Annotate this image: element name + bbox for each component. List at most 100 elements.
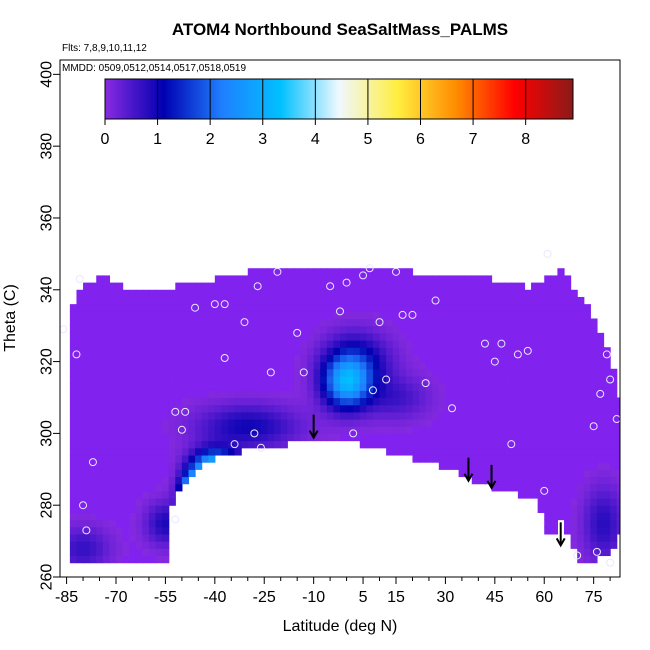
heatmap-cell <box>155 447 163 456</box>
heatmap-cell <box>102 541 111 549</box>
heatmap-cell <box>340 282 348 291</box>
heatmap-cell <box>188 440 196 449</box>
heatmap-cell <box>603 490 611 499</box>
heatmap-cell <box>504 462 512 470</box>
heatmap-cell <box>438 390 447 399</box>
heatmap-cell <box>504 476 512 485</box>
heatmap-cell <box>465 390 473 399</box>
heatmap-cell <box>458 440 466 449</box>
heatmap-cell <box>405 275 414 284</box>
heatmap-cell <box>247 426 255 434</box>
heatmap-cell <box>570 340 578 348</box>
heatmap-cell <box>405 325 414 334</box>
heatmap-cell <box>465 325 473 334</box>
heatmap-cell <box>610 447 618 456</box>
heatmap-cell <box>583 541 591 549</box>
heatmap-cell <box>241 282 249 291</box>
heatmap-cell <box>188 318 196 327</box>
heatmap-cell <box>386 318 394 327</box>
heatmap-cell <box>550 440 559 449</box>
heatmap-cell <box>135 526 143 535</box>
heatmap-cell <box>142 368 150 377</box>
heatmap-cell <box>168 397 176 406</box>
heatmap-cell <box>405 289 414 298</box>
heatmap-cell <box>550 433 559 442</box>
heatmap-cell <box>478 304 486 312</box>
heatmap-cell <box>425 454 433 463</box>
heatmap-cell <box>195 325 203 334</box>
heatmap-cell <box>465 340 473 348</box>
heatmap-cell <box>307 411 315 420</box>
heatmap-cell <box>175 347 183 356</box>
heatmap-cell <box>564 304 572 312</box>
heatmap-cell <box>438 383 447 391</box>
heatmap-cell <box>590 383 598 391</box>
heatmap-cell <box>478 383 486 391</box>
heatmap-cell <box>498 354 506 363</box>
heatmap-cell <box>425 419 433 427</box>
heatmap-cell <box>583 426 591 434</box>
heatmap-cell <box>550 340 559 348</box>
heatmap-cell <box>116 447 124 456</box>
heatmap-cell <box>83 548 91 557</box>
heatmap-cell <box>366 304 374 312</box>
heatmap-cell <box>162 390 170 399</box>
heatmap-cell <box>162 440 170 449</box>
heatmap-cell <box>175 440 183 449</box>
heatmap-cell <box>392 268 400 277</box>
heatmap-cell <box>162 555 170 564</box>
heatmap-cell <box>537 498 545 506</box>
heatmap-cell <box>300 340 308 348</box>
heatmap-cell <box>419 354 427 363</box>
dates-annotation: MMDD: 0509,0512,0514,0517,0518,0519 <box>62 63 246 74</box>
heatmap-cell <box>129 419 137 427</box>
heatmap-cell <box>333 383 341 391</box>
heatmap-cell <box>254 340 262 348</box>
heatmap-cell <box>96 325 104 334</box>
heatmap-cell <box>583 354 591 363</box>
heatmap-cell <box>247 282 255 291</box>
heatmap-cell <box>537 483 545 492</box>
heatmap-cell <box>102 526 111 535</box>
heatmap-cell <box>175 419 183 427</box>
heatmap-cell <box>221 289 229 298</box>
heatmap-cell <box>511 426 519 434</box>
heatmap-cell <box>102 368 111 377</box>
heatmap-cell <box>504 289 512 298</box>
heatmap-cell <box>577 304 585 312</box>
heatmap-cell <box>610 519 618 528</box>
heatmap-cell <box>498 340 506 348</box>
heatmap-cell <box>616 433 620 442</box>
heatmap-cell <box>280 304 288 312</box>
heatmap-cell <box>129 347 137 356</box>
heatmap-cell <box>491 404 499 413</box>
heatmap-cell <box>254 440 262 449</box>
heatmap-cell <box>577 318 585 327</box>
heatmap-cell <box>148 318 157 327</box>
heatmap-cell <box>596 347 605 356</box>
heatmap-cell <box>412 282 420 291</box>
heatmap-cell <box>96 311 104 320</box>
profile-marker-arrowhead <box>308 430 319 440</box>
heatmap-cell <box>83 361 91 370</box>
heatmap-cell <box>392 354 400 363</box>
heatmap-cell <box>478 332 486 341</box>
heatmap-cell <box>478 361 486 370</box>
heatmap-cell <box>122 411 130 420</box>
heatmap-cell <box>379 426 387 434</box>
heatmap-cell <box>89 469 97 478</box>
heatmap-cell <box>142 332 150 341</box>
heatmap-cell <box>366 440 374 449</box>
heatmap-cell <box>188 462 196 470</box>
heatmap-cell <box>129 541 137 549</box>
heatmap-cell <box>116 289 124 298</box>
heatmap-cell <box>399 332 407 341</box>
heatmap-cell <box>491 383 499 391</box>
heatmap-cell <box>438 296 447 305</box>
heatmap-cell <box>504 318 512 327</box>
heatmap-cell <box>76 526 84 535</box>
heatmap-cell <box>201 347 209 356</box>
flight-point <box>72 350 81 359</box>
heatmap-cell <box>333 311 341 320</box>
heatmap-cell <box>208 296 216 305</box>
